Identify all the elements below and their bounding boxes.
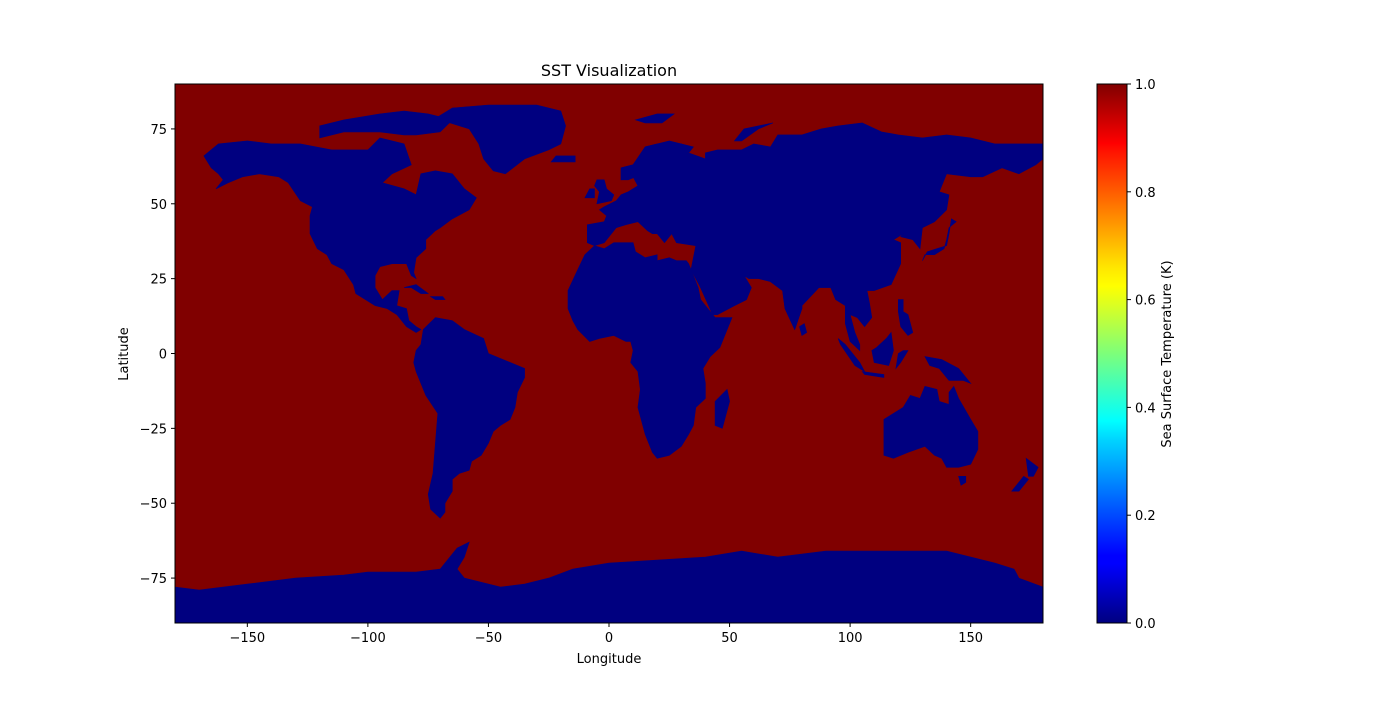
colorbar-tick-label: 1.0 [1135, 78, 1156, 93]
land-greenland [432, 104, 566, 175]
x-tick-label: −50 [475, 631, 502, 646]
land-south-america [413, 317, 525, 519]
land-sulawesi [895, 350, 909, 370]
land-australia [883, 385, 979, 468]
colorbar-tick-label: 0.6 [1135, 294, 1156, 309]
land-new-zealand-south [1011, 475, 1029, 492]
land-japan [922, 218, 957, 261]
y-tick-label: 50 [150, 198, 167, 213]
colorbar-tick-label: 0.8 [1135, 186, 1156, 201]
land-novaya-zemlya [733, 122, 774, 142]
x-tick-label: 0 [605, 631, 613, 646]
x-tick-label: 150 [958, 631, 983, 646]
land-india-peninsula [770, 269, 820, 331]
y-tick-label: 75 [150, 123, 167, 138]
land-antarctica [175, 541, 1043, 623]
plot-area [174, 83, 1044, 624]
land-arabia [693, 257, 752, 315]
land-iceland [550, 155, 576, 163]
y-tick-label: 25 [150, 273, 167, 288]
land-africa [567, 242, 733, 459]
land-borneo [871, 331, 894, 366]
y-axis-label: Latitude [117, 327, 132, 381]
land-arctic-islands [319, 110, 453, 139]
land-tasmania [958, 475, 967, 486]
land-svalbard [634, 113, 676, 124]
y-tick-label: 0 [159, 348, 167, 363]
colorbar: 0.0 0.2 0.4 0.6 0.8 1.0 Sea Surface Temperatu… [1096, 78, 1175, 632]
land-new-guinea [924, 356, 972, 385]
land-hispaniola [429, 296, 446, 300]
land-layer [175, 104, 1043, 623]
chart-title: SST Visualization [541, 61, 677, 80]
colorbar-tick-label: 0.2 [1135, 509, 1156, 524]
colorbar-gradient [1096, 83, 1128, 624]
colorbar-tick-label: 0.4 [1135, 401, 1156, 416]
x-tick-label: −100 [350, 631, 386, 646]
colorbar-label: Sea Surface Temperature (K) [1160, 260, 1175, 447]
land-north-america [203, 137, 477, 333]
land-great-britain [594, 179, 615, 205]
land-sri-lanka [799, 323, 808, 336]
land-madagascar [714, 388, 730, 429]
x-axis: −150 −100 −50 0 50 100 150 [229, 623, 983, 646]
colorbar-tick-label: 0.0 [1135, 617, 1156, 632]
x-tick-label: 100 [838, 631, 863, 646]
colorbar-ticks: 0.0 0.2 0.4 0.6 0.8 1.0 [1127, 78, 1156, 632]
x-tick-label: −150 [229, 631, 265, 646]
x-axis-label: Longitude [577, 652, 642, 667]
y-tick-label: −75 [140, 572, 167, 587]
x-tick-label: 50 [721, 631, 738, 646]
y-tick-label: −25 [140, 422, 167, 437]
land-scandinavia [620, 143, 683, 187]
y-tick-label: −50 [140, 497, 167, 512]
land-philippines [897, 299, 914, 336]
land-java [861, 371, 885, 378]
land-new-zealand-north [1025, 457, 1039, 477]
land-cuba [404, 284, 430, 294]
land-sumatra [837, 338, 866, 373]
y-axis: −75 −50 −25 0 25 50 75 [140, 123, 175, 587]
land-ireland [584, 188, 595, 199]
